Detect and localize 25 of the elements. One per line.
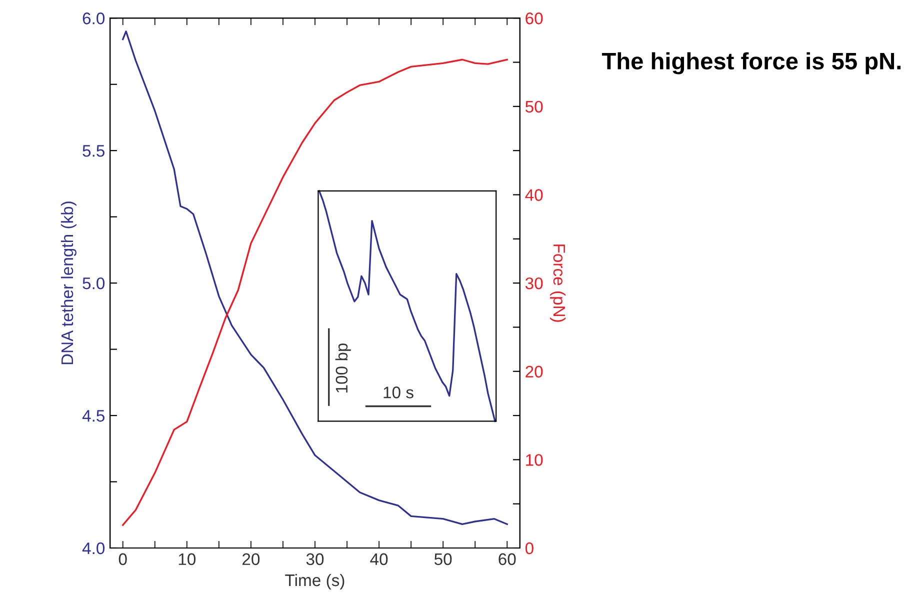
- text: The highest force is 55 pN.: [602, 52, 901, 74]
- y2-tick-label: 30: [525, 277, 543, 290]
- y-tick-label: 4.0: [82, 542, 105, 554]
- x-tick-label: 30: [306, 553, 324, 566]
- x-tick-label: 40: [370, 553, 388, 566]
- annotation: 100 bp: [335, 343, 351, 392]
- y-tick-label: 5.0: [82, 277, 105, 290]
- y2-axis-title: Force (pN): [550, 244, 566, 322]
- y2-tick-label: 60: [526, 12, 543, 24]
- x-axis-title: Time (s): [285, 574, 344, 590]
- y2-tick-label: 10: [526, 454, 543, 466]
- x-tick-label: 50: [434, 553, 452, 566]
- y2-tick-label: 20: [526, 366, 543, 378]
- annotation: 10 s: [384, 386, 414, 398]
- y2-tick-label: 50: [525, 100, 543, 113]
- x-tick-label: 20: [242, 553, 260, 566]
- y-tick-label: 5.5: [82, 145, 104, 157]
- y-axis-title: DNA tether length (kb): [60, 202, 76, 364]
- x-tick-label: 0: [118, 553, 127, 566]
- x-tick-label: 60: [498, 553, 516, 566]
- y-tick-label: 6.0: [82, 12, 105, 24]
- y2-tick-label: 0: [525, 542, 534, 554]
- y-tick-label: 4.5: [82, 410, 104, 422]
- y2-tick-label: 40: [525, 189, 543, 201]
- x-tick-label: 10: [178, 553, 196, 566]
